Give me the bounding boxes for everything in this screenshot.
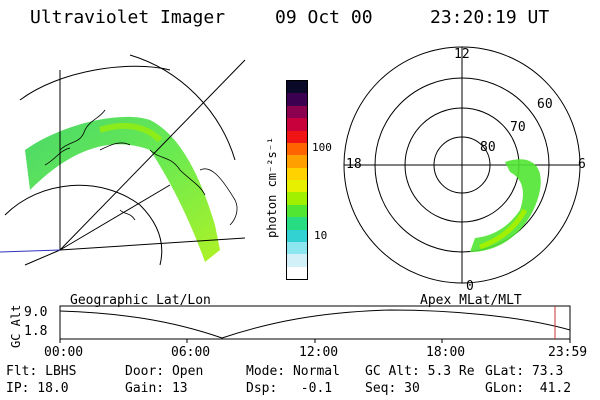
colorbar-segment — [287, 241, 307, 255]
colorbar-segment — [287, 254, 307, 267]
info-gc-alt: GC Alt: 5.3 Re — [365, 364, 475, 379]
hour-label-6: 6 — [578, 157, 586, 172]
info-door: Door: Open — [125, 364, 204, 379]
timeline-ytick-9: 9.0 — [24, 305, 48, 320]
svg-text:photon cm⁻²s⁻¹: photon cm⁻²s⁻¹ — [265, 137, 279, 238]
hour-label-12: 12 — [454, 47, 470, 62]
colorbar-segment — [287, 167, 307, 180]
colorbar-segment — [287, 81, 307, 94]
colorbar-segment — [287, 142, 307, 156]
timeline-xtick-1: 06:00 — [171, 345, 211, 360]
polar-ring-70 — [404, 107, 520, 223]
aurora-band-polar — [470, 159, 541, 252]
svg-text:GC Alt: GC Alt — [9, 305, 23, 348]
colorbar-segment — [287, 204, 307, 218]
colorbar-segment — [287, 155, 307, 168]
meridian-4 — [24, 249, 61, 266]
hour-label-18: 18 — [346, 157, 362, 172]
colorbar-segment — [287, 229, 307, 242]
hour-label-0: 0 — [466, 279, 474, 294]
date: 09 Oct 00 — [275, 7, 373, 28]
lat-label-60: 60 — [537, 97, 553, 112]
lat-circle-1 — [19, 65, 171, 101]
timeline-right-title: Apex MLat/MLT — [420, 293, 522, 308]
info-dsp: Dsp: -0.1 — [246, 381, 333, 396]
timeline-y-label: GC Alt — [9, 305, 23, 348]
info-mode: Mode: Normal — [246, 364, 340, 379]
colorbar-segment — [287, 93, 307, 106]
colorbar — [286, 80, 308, 280]
info-flt: Flt: LBHS — [6, 364, 77, 379]
timeline-xtick-0: 00:00 — [44, 345, 84, 360]
time: 23:20:19 UT — [430, 7, 550, 28]
colorbar-segment — [287, 180, 307, 193]
timeline-xtick-4: 23:59 — [548, 345, 588, 360]
info-seq: Seq: 30 — [365, 381, 420, 396]
lat-label-80: 80 — [480, 140, 496, 155]
aurora-band-geo — [25, 116, 220, 262]
colorbar-unit-label: photon cm⁻²s⁻¹ — [265, 137, 279, 238]
colorbar-segment — [287, 118, 307, 131]
timeline-xtick-2: 12:00 — [299, 345, 339, 360]
lat-label-70: 70 — [510, 120, 526, 135]
meridian-3 — [59, 237, 246, 251]
title: Ultraviolet Imager — [30, 7, 226, 28]
colorbar-tick-100: 100 — [312, 141, 332, 154]
colorbar-segment — [287, 130, 307, 143]
colorbar-tick-10: 10 — [314, 229, 328, 242]
timeline-ytick-1: 1.8 — [24, 324, 48, 339]
altitude-curve — [59, 309, 571, 339]
colorbar-segment — [287, 192, 307, 205]
meridian-2 — [59, 59, 246, 251]
colorbar-segment — [287, 217, 307, 230]
timeline-xtick-3: 18:00 — [426, 345, 466, 360]
info-ip: IP: 18.0 — [6, 381, 69, 396]
colorbar-segment — [287, 266, 307, 279]
timeline-left-title: Geographic Lat/Lon — [70, 293, 211, 308]
colorbar-segment — [287, 105, 307, 119]
polar-ring-60 — [374, 77, 550, 253]
info-gain: Gain: 13 — [125, 381, 188, 396]
info-glat: GLat: 73.3 — [485, 364, 564, 379]
lat-circle-2 — [129, 54, 236, 161]
polar-ring-outer — [343, 46, 581, 284]
info-glon: GLon: 41.2 — [485, 381, 572, 396]
